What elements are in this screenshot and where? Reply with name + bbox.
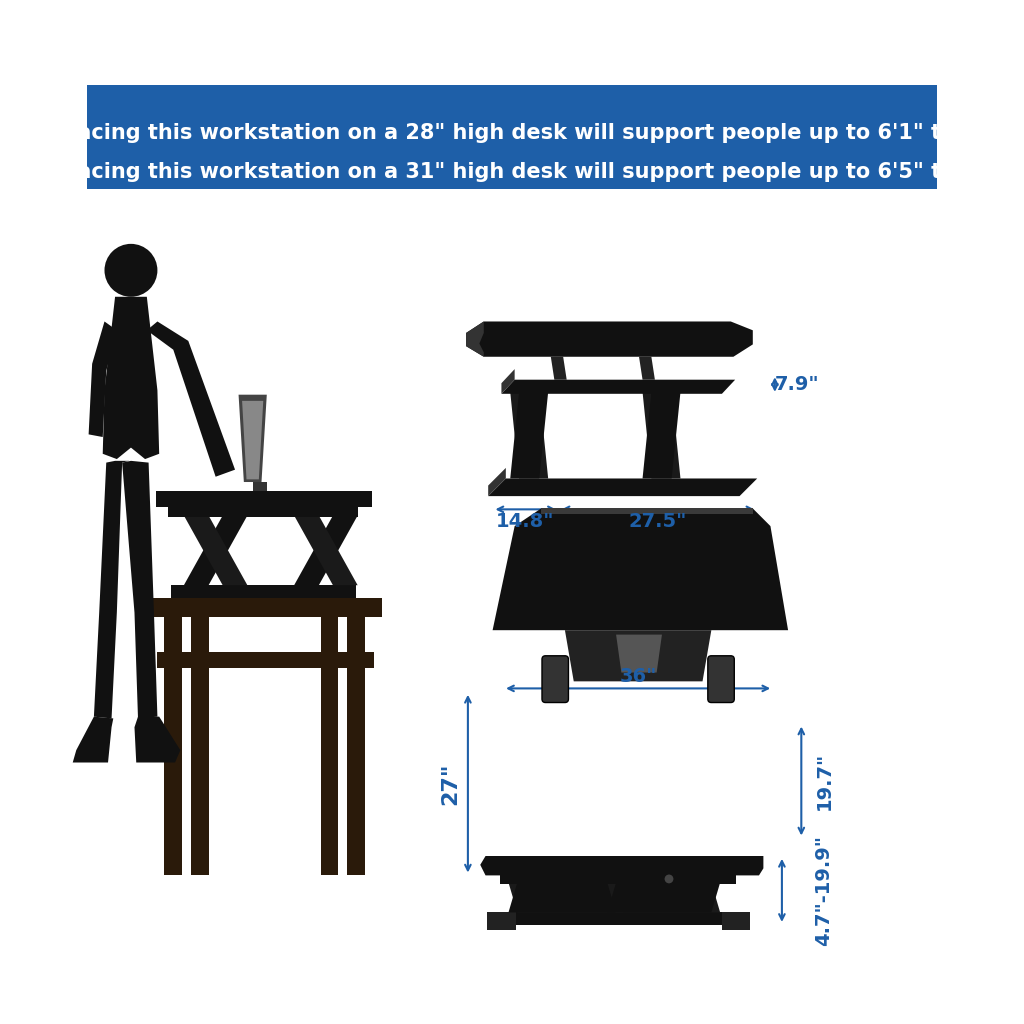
Polygon shape — [466, 322, 483, 356]
Polygon shape — [122, 461, 158, 719]
Bar — [722, 912, 751, 930]
Text: Placing this workstation on a 28" high desk will support people up to 6'1" tall: Placing this workstation on a 28" high d… — [55, 123, 969, 142]
Bar — [500, 876, 736, 885]
Bar — [493, 912, 744, 925]
FancyBboxPatch shape — [708, 655, 734, 702]
Polygon shape — [242, 400, 263, 479]
Circle shape — [104, 244, 158, 297]
Text: 7.9": 7.9" — [774, 376, 819, 394]
Polygon shape — [294, 515, 357, 585]
FancyBboxPatch shape — [542, 655, 568, 702]
Polygon shape — [73, 717, 114, 763]
Polygon shape — [607, 883, 720, 912]
Text: 27": 27" — [440, 763, 460, 805]
Polygon shape — [89, 322, 117, 437]
Polygon shape — [510, 392, 548, 478]
Text: 36": 36" — [620, 668, 656, 686]
Polygon shape — [184, 515, 248, 585]
Bar — [487, 912, 515, 930]
Polygon shape — [493, 509, 788, 630]
Polygon shape — [466, 322, 753, 356]
Polygon shape — [146, 322, 236, 477]
Polygon shape — [294, 515, 357, 585]
Bar — [144, 598, 382, 617]
Polygon shape — [642, 392, 681, 478]
Text: 27.5": 27.5" — [629, 512, 687, 531]
Text: 14.8": 14.8" — [496, 512, 554, 531]
Polygon shape — [184, 515, 248, 585]
Bar — [158, 652, 374, 668]
Bar — [321, 615, 338, 876]
Polygon shape — [134, 717, 180, 763]
Bar — [253, 482, 267, 490]
Polygon shape — [502, 380, 735, 394]
Polygon shape — [94, 461, 129, 719]
Bar — [156, 490, 372, 507]
Polygon shape — [639, 356, 655, 380]
Circle shape — [665, 874, 674, 884]
Polygon shape — [502, 369, 515, 394]
Polygon shape — [102, 297, 159, 459]
Polygon shape — [480, 856, 763, 876]
Bar — [165, 615, 182, 876]
Bar — [541, 509, 753, 514]
Text: 19.7": 19.7" — [815, 752, 834, 810]
Text: 4.7"-19.9": 4.7"-19.9" — [814, 835, 833, 946]
Polygon shape — [642, 392, 681, 478]
Polygon shape — [239, 394, 267, 482]
Polygon shape — [509, 883, 624, 912]
Text: Placing this workstation on a 31" high desk will support people up to 6'5" tall: Placing this workstation on a 31" high d… — [55, 162, 969, 181]
Polygon shape — [607, 883, 720, 912]
Polygon shape — [488, 478, 757, 496]
Bar — [347, 615, 365, 876]
Polygon shape — [510, 392, 548, 478]
Polygon shape — [565, 630, 712, 681]
Bar — [190, 615, 209, 876]
Polygon shape — [551, 356, 566, 380]
Bar — [87, 85, 937, 189]
Polygon shape — [616, 635, 662, 673]
Bar — [171, 585, 356, 598]
Bar — [168, 507, 357, 517]
Polygon shape — [509, 883, 624, 912]
Polygon shape — [488, 468, 506, 496]
